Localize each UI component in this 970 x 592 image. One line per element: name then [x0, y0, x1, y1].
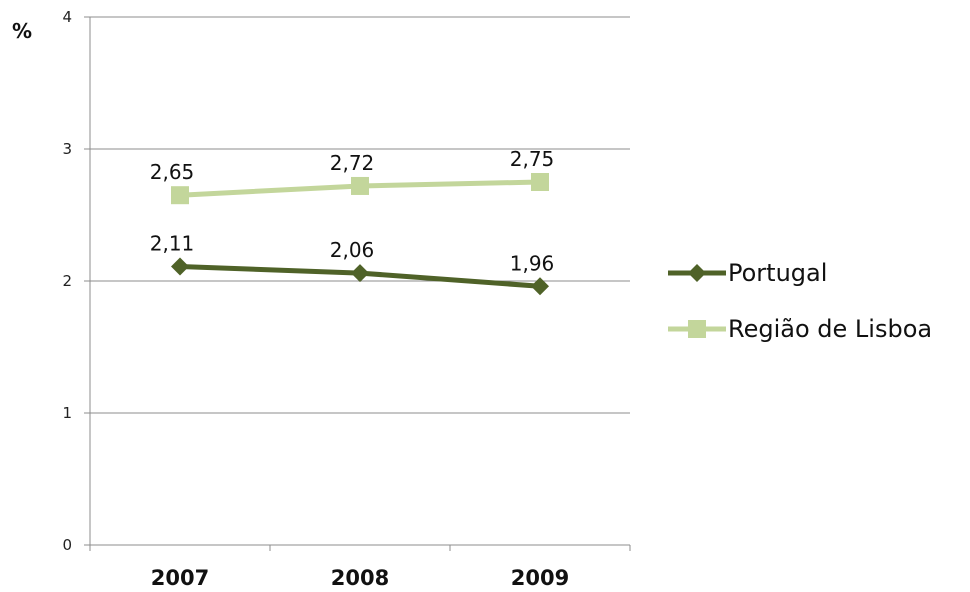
data-label: 2,11 [150, 231, 195, 255]
data-point [171, 257, 189, 276]
data-point [531, 277, 549, 296]
data-labels: 2,11 2,06 1,96 2,65 2,72 2,75 [150, 147, 555, 275]
legend-label: Portugal [728, 259, 827, 287]
data-point [351, 176, 369, 195]
data-label: 2,06 [330, 238, 375, 262]
x-tick-labels: 2007 2008 2009 [151, 566, 569, 590]
legend-marker [688, 264, 706, 282]
y-tick-label: 2 [62, 272, 72, 290]
x-tick-label: 2008 [331, 566, 389, 590]
y-tick-label: 3 [62, 140, 72, 158]
data-point [531, 173, 549, 191]
y-tick-label: 1 [62, 404, 72, 422]
legend-marker [688, 320, 706, 338]
legend: Portugal Região de Lisboa [668, 259, 932, 343]
y-tick-label: 0 [62, 536, 72, 554]
axes [84, 16, 631, 551]
x-tick-label: 2009 [511, 566, 569, 590]
x-tick-label: 2007 [151, 566, 209, 590]
data-label: 1,96 [510, 251, 555, 275]
y-tick-label: 4 [62, 8, 72, 26]
y-axis-label: % [12, 19, 32, 43]
data-label: 2,65 [150, 160, 195, 184]
data-point [351, 264, 369, 283]
legend-label: Região de Lisboa [728, 315, 932, 343]
data-label: 2,72 [330, 151, 375, 175]
data-point [171, 186, 189, 205]
y-tick-labels: 0 1 2 3 4 [62, 8, 72, 554]
data-label: 2,75 [510, 147, 555, 171]
series-layer [171, 173, 549, 296]
gridlines [90, 16, 630, 414]
